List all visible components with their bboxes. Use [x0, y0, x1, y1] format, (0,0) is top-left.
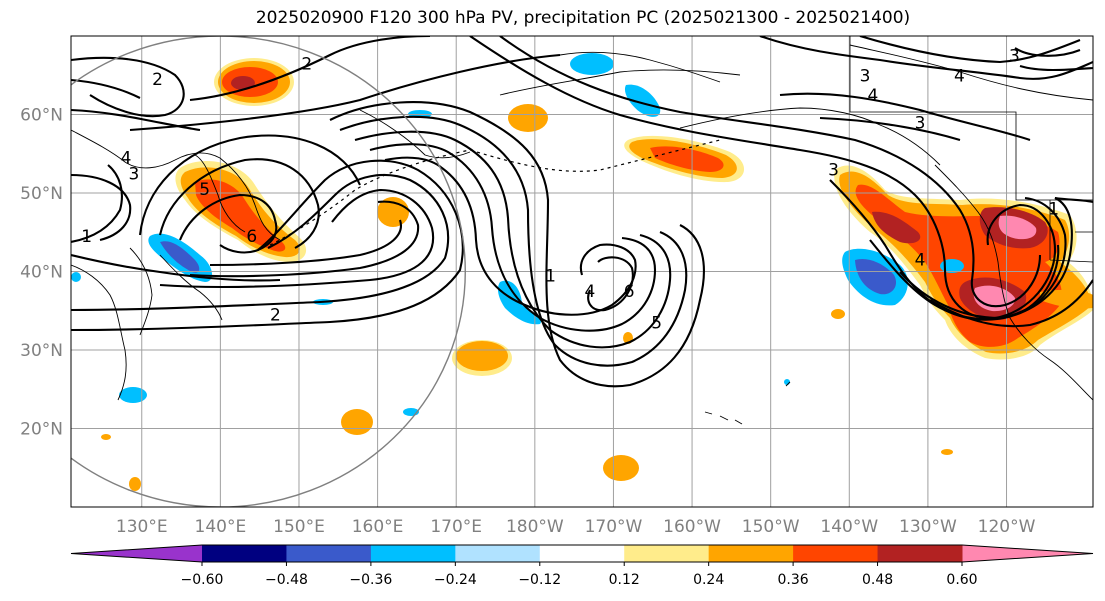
pv-contour-label: 1: [545, 266, 556, 286]
lon-tick-label: 170°E: [430, 517, 482, 537]
pv-contour-label: 4: [121, 149, 132, 169]
pv-contour-label: 6: [624, 282, 635, 302]
lon-tick-label: 120°W: [978, 517, 1036, 537]
pv-contour-label: 1: [1048, 200, 1059, 220]
pv-contour-label: 3: [1009, 47, 1020, 67]
map-frame: [70, 35, 1094, 508]
pv-contour-label: 6: [246, 227, 257, 247]
lat-tick-label: 40°N: [20, 263, 63, 283]
lon-tick-label: 160°W: [663, 517, 721, 537]
lat-tick-label: 50°N: [20, 184, 63, 204]
lon-tick-label: 130°E: [116, 517, 168, 537]
pv-contour-label: 1: [81, 227, 92, 247]
colorbar-tick-label: 0.36: [778, 572, 809, 588]
lon-tick-label: 140°W: [820, 517, 878, 537]
colorbar-segment: [708, 545, 794, 562]
colorbar-segment: [286, 545, 372, 562]
lon-tick-label: 150°E: [273, 517, 325, 537]
lon-tick-label: 150°W: [742, 517, 800, 537]
pv-contour-label: 3: [915, 113, 926, 133]
colorbar-tick-label: −0.12: [518, 572, 561, 588]
colorbar-segment: [793, 545, 879, 562]
colorbar-tick-label: 0.24: [693, 572, 724, 588]
pv-contour-label: 5: [651, 314, 662, 334]
chart-title: 2025020900 F120 300 hPa PV, precipitatio…: [255, 8, 911, 28]
pv-contour-label: 3: [128, 164, 139, 184]
lon-tick-label: 140°E: [195, 517, 247, 537]
colorbar-segment: [624, 545, 710, 562]
colorbar-tick-label: −0.60: [181, 572, 224, 588]
reference-circle: [71, 36, 466, 507]
pv-contour-label: 4: [954, 66, 965, 86]
lat-tick-label: 60°N: [20, 106, 63, 126]
lon-tick-label: 130°W: [899, 517, 957, 537]
lon-tick-label: 160°E: [352, 517, 404, 537]
precip-negative-shading: [71, 53, 964, 416]
colorbar-segment: [202, 545, 287, 562]
colorbar-tick-label: 0.48: [862, 572, 893, 588]
colorbar: −0.60 −0.48 −0.36 −0.24 −0.12 0.12 0.24 0.36 0.4…: [70, 544, 1094, 588]
colorbar-extend-high: [962, 545, 1093, 562]
pv-contour-label: 5: [199, 180, 210, 200]
pv-contour-label: 2: [270, 306, 281, 326]
lon-tick-label: 180°W: [506, 517, 564, 537]
axis-tick-labels: 130°E 140°E 150°E 160°E 170°E 180°W 170°W 160°W…: [20, 106, 1035, 538]
colorbar-tick-label: 0.60: [946, 572, 977, 588]
colorbar-tick-label: 0.12: [609, 572, 640, 588]
pv-contour-label: 2: [152, 70, 163, 90]
colorbar-segment: [370, 545, 456, 562]
pv-contour-label: 2: [301, 54, 312, 74]
pv-contour-label: 3: [860, 66, 871, 86]
pv-contour-label: 4: [867, 86, 878, 106]
pv-contour-label: 3: [828, 160, 839, 180]
lon-tick-label: 170°W: [585, 517, 643, 537]
colorbar-extend-low: [71, 545, 202, 562]
colorbar-segment: [539, 545, 625, 562]
lat-tick-label: 20°N: [20, 420, 63, 440]
pv-contour-label: 4: [584, 282, 595, 302]
pv-contour-label: 4: [915, 251, 926, 271]
colorbar-tick-label: −0.24: [434, 572, 477, 588]
lat-tick-label: 30°N: [20, 341, 63, 361]
pv-contours: [71, 36, 1093, 388]
colorbar-tick-label: −0.36: [349, 572, 392, 588]
coastlines: [71, 44, 1093, 425]
colorbar-tick-label: −0.48: [265, 572, 308, 588]
colorbar-segment: [455, 545, 541, 562]
colorbar-segment: [877, 545, 963, 562]
